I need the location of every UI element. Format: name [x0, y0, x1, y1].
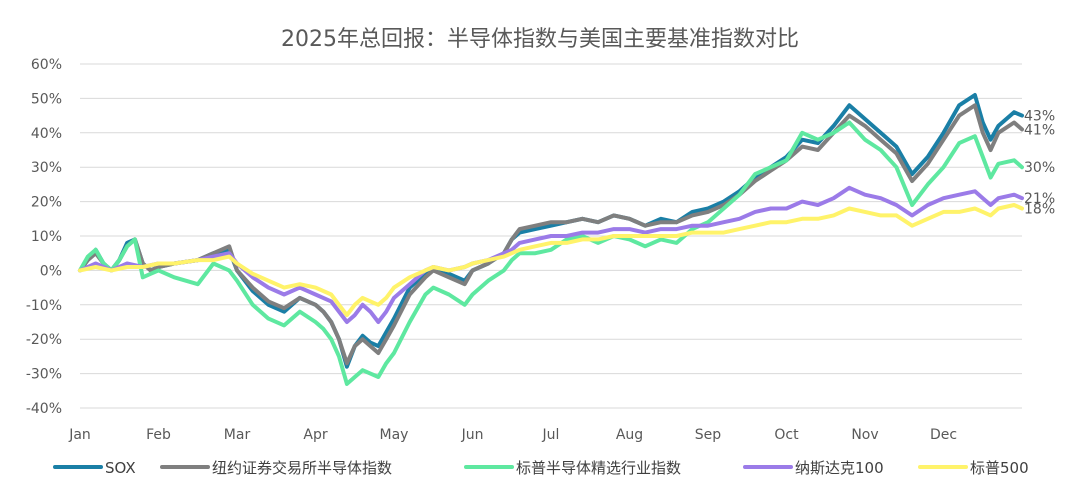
x-tick-label: Jun — [461, 427, 484, 443]
x-tick-label: Feb — [146, 427, 171, 443]
y-tick-label: 60% — [31, 57, 62, 73]
x-tick-label: May — [380, 427, 409, 443]
y-tick-label: 10% — [31, 229, 62, 245]
series-lines — [78, 93, 1024, 386]
y-tick-label: 20% — [31, 195, 62, 211]
series-line-4 — [78, 203, 1024, 318]
x-tick-label: Jan — [68, 427, 91, 443]
end-label-1: 41% — [1024, 122, 1055, 138]
x-axis-ticks: Jan Feb Mar Apr May Jun Jul Aug Sep Oct Nov Dec — [68, 427, 957, 443]
y-tick-label: 30% — [31, 160, 62, 176]
legend-item-4: 标普500 — [918, 459, 1029, 477]
y-tick-label: 0% — [40, 263, 62, 279]
end-label-3: 21% — [1024, 191, 1055, 207]
x-tick-label: Oct — [774, 427, 799, 443]
x-tick-label: Aug — [616, 427, 643, 443]
y-tick-label: 40% — [31, 126, 62, 142]
y-tick-label: 50% — [31, 91, 62, 107]
y-axis-ticks: -40% -30% -20% -10% 0% 10% 20% 30% 40% 50% 60% — [26, 57, 62, 417]
legend-item-3: 纳斯达克100 — [743, 459, 884, 477]
legend-label: 纳斯达克100 — [795, 459, 884, 477]
legend-item-1: 纽约证券交易所半导体指数 — [160, 459, 392, 477]
legend: SOX 纽约证券交易所半导体指数 标普半导体精选行业指数 纳斯达克100 标普500 — [53, 459, 1029, 477]
series-line-3 — [78, 185, 1024, 324]
chart-title: 2025年总回报：半导体指数与美国主要基准指数对比 — [281, 27, 799, 52]
legend-label: 标普500 — [970, 459, 1029, 477]
x-tick-label: Jul — [542, 427, 560, 443]
series-line-0 — [78, 93, 1024, 369]
x-tick-label: Dec — [930, 427, 957, 443]
series-line-2 — [78, 120, 1024, 386]
legend-item-2: 标普半导体精选行业指数 — [464, 459, 681, 477]
y-tick-label: -30% — [26, 367, 62, 383]
end-label-0: 43% — [1024, 109, 1055, 125]
x-tick-label: Apr — [303, 427, 327, 443]
end-label-2: 30% — [1024, 160, 1055, 176]
x-tick-label: Nov — [851, 427, 878, 443]
x-tick-label: Mar — [224, 427, 251, 443]
legend-label: 标普半导体精选行业指数 — [516, 459, 681, 477]
y-tick-label: -40% — [26, 401, 62, 417]
end-labels: 43%41% 30% 21%18% — [1024, 109, 1055, 218]
end-label-4: 18% — [1024, 201, 1055, 217]
legend-label: SOX — [105, 459, 136, 477]
x-tick-label: Sep — [695, 427, 722, 443]
y-tick-label: -20% — [26, 332, 62, 348]
legend-item-0: SOX — [53, 459, 136, 477]
y-tick-label: -10% — [26, 298, 62, 314]
legend-label: 纽约证券交易所半导体指数 — [212, 459, 392, 477]
